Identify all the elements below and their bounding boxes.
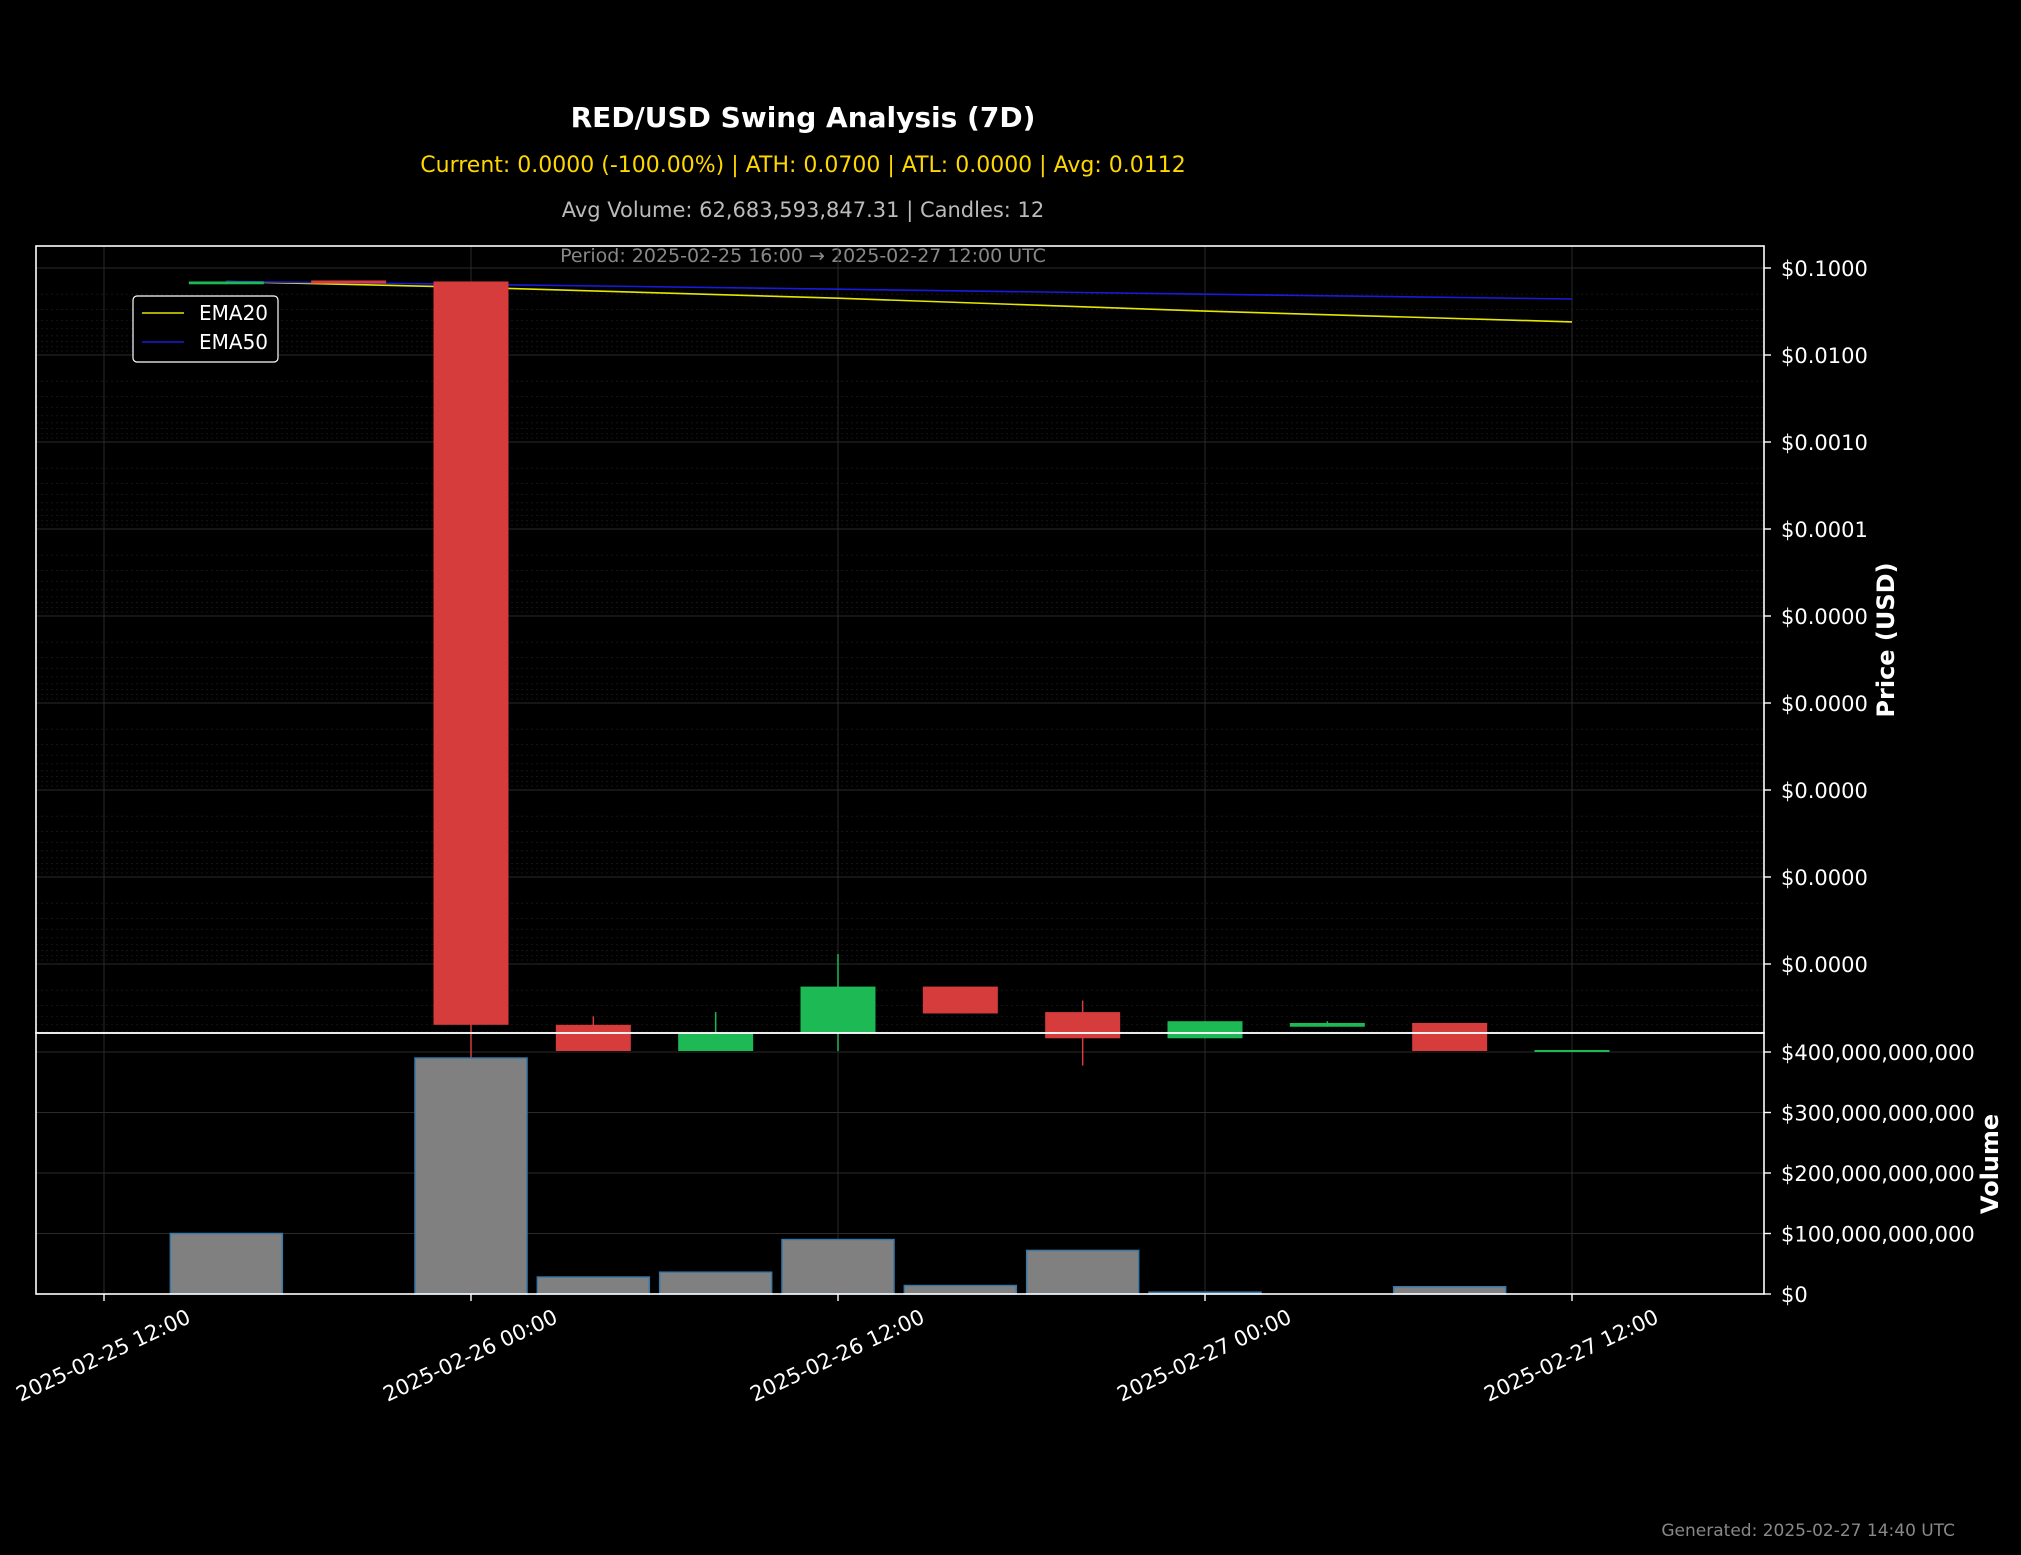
ema50-line	[226, 280, 1573, 300]
candle	[678, 1012, 754, 1051]
candle-body	[433, 281, 509, 1025]
price-tick-label: $0.0000	[1781, 953, 1868, 977]
price-tick-label: $0.0000	[1781, 866, 1868, 890]
candle-body	[1289, 1022, 1365, 1027]
volume-tick-label: $400,000,000,000	[1781, 1041, 1975, 1065]
candles	[188, 280, 1610, 1097]
candle-body	[1167, 1021, 1243, 1039]
price-tick-label: $0.1000	[1781, 257, 1868, 281]
candle	[1045, 1000, 1121, 1066]
candle	[1289, 1021, 1365, 1027]
volume-axis-ticks: $0 $100,000,000,000 $200,000,000,000 $300,0…	[1764, 1041, 1975, 1307]
legend: EMA20 EMA50	[132, 295, 279, 363]
price-axis-ticks: $0.1000 $0.0100 $0.0010 $0.0001 $0.0000 $0.00…	[1764, 257, 1868, 977]
price-tick-label: $0.0000	[1781, 779, 1868, 803]
candle	[555, 1016, 631, 1051]
price-grid	[36, 267, 1764, 1033]
generated-footer: Generated: 2025-02-27 14:40 UTC	[1661, 1521, 1955, 1541]
volume-bars	[169, 1057, 1507, 1295]
price-tick-label: $0.0010	[1781, 431, 1868, 455]
candle-body	[555, 1024, 631, 1051]
volume-bar	[536, 1276, 651, 1295]
volume-bar	[1025, 1249, 1140, 1295]
candle	[922, 986, 998, 1014]
volume-bar	[658, 1271, 773, 1295]
candle-body	[1412, 1022, 1488, 1051]
price-tick-label: $0.0000	[1781, 692, 1868, 716]
candle	[433, 281, 509, 1097]
legend-ema50-label: EMA50	[199, 330, 268, 354]
candle	[188, 281, 264, 285]
candle-body	[311, 280, 387, 284]
candle-body	[1534, 1050, 1610, 1052]
volume-summary-line: Avg Volume: 62,683,593,847.31 | Candles:…	[562, 198, 1045, 223]
volume-bar	[781, 1238, 895, 1295]
candle	[800, 954, 876, 1051]
volume-bar	[169, 1232, 284, 1295]
volume-bar	[414, 1057, 528, 1295]
candle-body	[922, 986, 998, 1014]
candle-body	[800, 986, 876, 1034]
legend-ema20-label: EMA20	[199, 301, 268, 325]
candle	[1167, 1021, 1243, 1039]
candle	[1412, 1022, 1488, 1051]
price-tick-label: $0.0100	[1781, 344, 1868, 368]
volume-tick-label: $100,000,000,000	[1781, 1223, 1975, 1247]
volume-bar	[903, 1284, 1018, 1295]
candle	[1534, 1050, 1610, 1052]
volume-tick-label: $0	[1781, 1283, 1808, 1307]
stats-line: Current: 0.0000 (-100.00%) | ATH: 0.0700…	[420, 153, 1185, 178]
chart-title: RED/USD Swing Analysis (7D)	[571, 101, 1036, 134]
volume-bar	[1392, 1285, 1507, 1295]
volume-tick-label: $300,000,000,000	[1781, 1102, 1975, 1126]
candle-body	[1045, 1012, 1121, 1039]
period-line: Period: 2025-02-25 16:00 → 2025-02-27 12…	[560, 245, 1046, 267]
price-axis-label: Price (USD)	[1872, 562, 1900, 717]
volume-axis-label: Volume	[1976, 1114, 2004, 1214]
candle-body	[678, 1033, 754, 1051]
volume-panel-frame	[35, 1032, 1765, 1295]
ema20-line	[226, 280, 1573, 323]
volume-tick-label: $200,000,000,000	[1781, 1162, 1975, 1186]
price-tick-label: $0.0001	[1781, 518, 1868, 542]
candle-body	[188, 281, 264, 285]
candle	[311, 280, 387, 284]
price-tick-label: $0.0000	[1781, 605, 1868, 629]
ema-lines	[226, 280, 1573, 323]
